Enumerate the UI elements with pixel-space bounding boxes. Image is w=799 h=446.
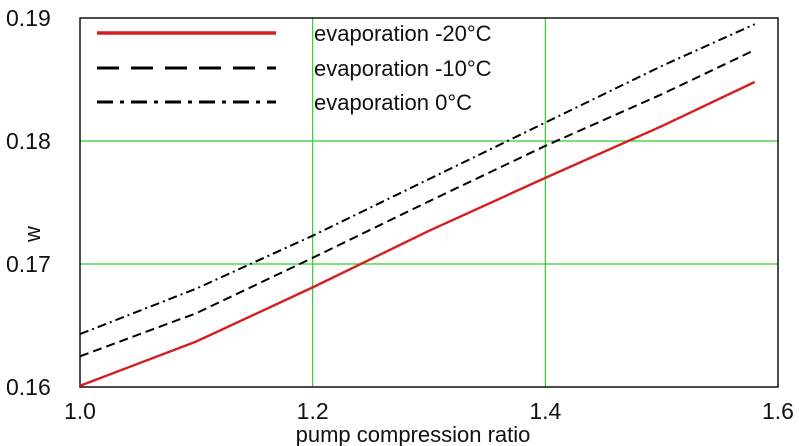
x-tick-label: 1.4 — [529, 398, 561, 424]
y-tick-label: 0.18 — [6, 128, 51, 154]
series-line — [79, 80, 756, 387]
legend: evaporation -20°C evaporation -10°C evapor… — [97, 21, 492, 115]
y-axis-ticks: 0.16 0.17 0.18 0.19 — [6, 5, 51, 400]
legend-label: evaporation 0°C — [314, 90, 472, 115]
x-tick-label: 1.6 — [762, 398, 794, 424]
series-line — [79, 23, 756, 336]
x-tick-label: 1.0 — [64, 398, 96, 424]
grid — [80, 18, 778, 387]
legend-label: evaporation -10°C — [314, 56, 492, 81]
x-axis-ticks: 1.0 1.2 1.4 1.6 — [64, 398, 794, 424]
series-group — [79, 23, 756, 387]
x-tick-label: 1.2 — [297, 398, 329, 424]
x-axis-label: pump compression ratio — [296, 422, 531, 446]
y-tick-label: 0.17 — [6, 251, 51, 277]
series-line — [79, 49, 756, 358]
legend-label: evaporation -20°C — [314, 21, 492, 46]
plot-area-border — [79, 17, 779, 388]
y-tick-label: 0.16 — [6, 374, 51, 400]
y-tick-label: 0.19 — [6, 5, 51, 31]
y-axis-label: w — [20, 226, 45, 243]
